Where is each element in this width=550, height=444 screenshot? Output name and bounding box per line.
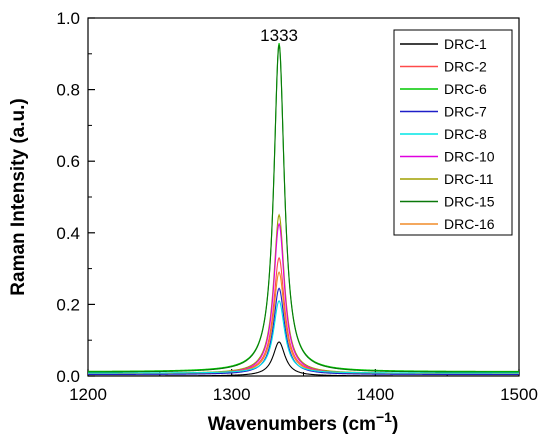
series-line-drc-8	[88, 299, 519, 374]
x-axis-title-superscript: −1	[376, 409, 392, 425]
legend-label: DRC-1	[444, 36, 487, 52]
y-axis-title: Raman Intensity (a.u.)	[8, 98, 29, 295]
x-tick-label: 1500	[500, 385, 538, 404]
legend-label: DRC-11	[444, 171, 494, 187]
legend-label: DRC-15	[444, 194, 495, 210]
y-tick-label: 0.0	[56, 367, 80, 386]
series-line-drc-1	[88, 341, 519, 377]
y-tick-label: 0.6	[56, 152, 80, 171]
legend-label: DRC-7	[444, 104, 487, 120]
x-tick-label: 1400	[356, 385, 394, 404]
legend-label: DRC-6	[444, 81, 487, 97]
series-line-drc-11	[88, 213, 519, 374]
legend-label: DRC-2	[444, 59, 487, 75]
y-tick-label: 0.4	[56, 224, 80, 243]
legend-label: DRC-8	[444, 126, 487, 142]
legend-label: DRC-10	[444, 149, 495, 165]
series-lines	[88, 42, 520, 377]
series-line-drc-16	[88, 271, 519, 375]
series-line-drc-7	[88, 287, 519, 376]
legend-label: DRC-16	[444, 216, 495, 232]
x-axis-title-main: Wavenumbers (cm	[208, 414, 376, 435]
peak-annotation: 1333	[260, 26, 298, 45]
y-axis-ticks: 0.0 0.2 0.4 0.6 0.8 1.0	[56, 9, 95, 386]
legend: DRC-1 DRC-2 DRC-6 DRC-7 DRC-8 DRC-10 DRC-11 DRC…	[393, 29, 513, 236]
x-tick-label: 1200	[69, 385, 107, 404]
y-tick-label: 0.2	[56, 295, 80, 314]
y-tick-label: 0.8	[56, 81, 80, 100]
series-line-drc-15	[88, 44, 519, 373]
x-axis-title-close: )	[392, 414, 398, 435]
x-tick-label: 1300	[213, 385, 251, 404]
y-tick-label: 1.0	[56, 9, 80, 28]
x-axis-title: Wavenumbers (cm−1)	[208, 409, 399, 435]
series-line-drc-2	[88, 256, 519, 375]
